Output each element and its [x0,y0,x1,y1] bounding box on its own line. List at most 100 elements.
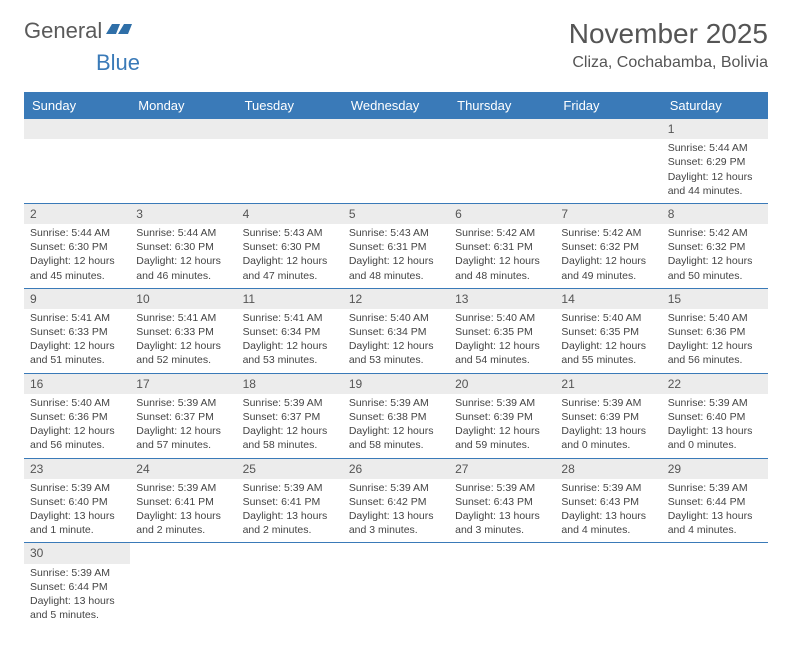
sunset-text: Sunset: 6:35 PM [561,325,655,339]
calendar-cell [555,119,661,203]
day-number-empty [130,119,236,139]
calendar-cell: 29Sunrise: 5:39 AMSunset: 6:44 PMDayligh… [662,458,768,543]
sunrise-text: Sunrise: 5:39 AM [455,396,549,410]
daylight-text: Daylight: 12 hours and 49 minutes. [561,254,655,282]
sunset-text: Sunset: 6:33 PM [30,325,124,339]
daylight-text: Daylight: 12 hours and 48 minutes. [455,254,549,282]
daylight-text: Daylight: 12 hours and 59 minutes. [455,424,549,452]
daylight-text: Daylight: 13 hours and 0 minutes. [668,424,762,452]
daylight-text: Daylight: 13 hours and 2 minutes. [243,509,337,537]
calendar-cell [662,543,768,627]
sunset-text: Sunset: 6:36 PM [30,410,124,424]
sunset-text: Sunset: 6:41 PM [243,495,337,509]
weekday-header: Tuesday [237,92,343,119]
day-number-empty [555,119,661,139]
calendar-cell [237,119,343,203]
day-number: 24 [130,459,236,479]
sunset-text: Sunset: 6:29 PM [668,155,762,169]
calendar-cell: 9Sunrise: 5:41 AMSunset: 6:33 PMDaylight… [24,288,130,373]
calendar-table: Sunday Monday Tuesday Wednesday Thursday… [24,92,768,627]
logo-text-1: General [24,18,102,44]
sunrise-text: Sunrise: 5:44 AM [30,226,124,240]
month-title: November 2025 [569,18,768,50]
day-number: 7 [555,204,661,224]
daylight-text: Daylight: 13 hours and 4 minutes. [668,509,762,537]
day-number: 16 [24,374,130,394]
sunset-text: Sunset: 6:43 PM [561,495,655,509]
calendar-cell: 8Sunrise: 5:42 AMSunset: 6:32 PMDaylight… [662,203,768,288]
sunrise-text: Sunrise: 5:44 AM [668,141,762,155]
sunrise-text: Sunrise: 5:41 AM [243,311,337,325]
sunrise-text: Sunrise: 5:40 AM [561,311,655,325]
calendar-cell [449,543,555,627]
daylight-text: Daylight: 12 hours and 48 minutes. [349,254,443,282]
calendar-cell: 26Sunrise: 5:39 AMSunset: 6:42 PMDayligh… [343,458,449,543]
day-number-empty [24,119,130,139]
calendar-cell: 21Sunrise: 5:39 AMSunset: 6:39 PMDayligh… [555,373,661,458]
day-number: 3 [130,204,236,224]
sunrise-text: Sunrise: 5:40 AM [30,396,124,410]
calendar-cell: 19Sunrise: 5:39 AMSunset: 6:38 PMDayligh… [343,373,449,458]
day-number: 27 [449,459,555,479]
daylight-text: Daylight: 12 hours and 57 minutes. [136,424,230,452]
calendar-cell: 4Sunrise: 5:43 AMSunset: 6:30 PMDaylight… [237,203,343,288]
sunset-text: Sunset: 6:44 PM [30,580,124,594]
sunset-text: Sunset: 6:30 PM [243,240,337,254]
page: General November 2025 Cliza, Cochabamba,… [0,0,792,645]
calendar-cell: 6Sunrise: 5:42 AMSunset: 6:31 PMDaylight… [449,203,555,288]
calendar-cell: 5Sunrise: 5:43 AMSunset: 6:31 PMDaylight… [343,203,449,288]
title-block: November 2025 Cliza, Cochabamba, Bolivia [569,18,768,72]
calendar-week-row: 1Sunrise: 5:44 AMSunset: 6:29 PMDaylight… [24,119,768,203]
weekday-header-row: Sunday Monday Tuesday Wednesday Thursday… [24,92,768,119]
day-number: 1 [662,119,768,139]
sunset-text: Sunset: 6:37 PM [243,410,337,424]
sunset-text: Sunset: 6:42 PM [349,495,443,509]
calendar-cell: 24Sunrise: 5:39 AMSunset: 6:41 PMDayligh… [130,458,236,543]
day-number: 26 [343,459,449,479]
calendar-cell: 3Sunrise: 5:44 AMSunset: 6:30 PMDaylight… [130,203,236,288]
day-number: 13 [449,289,555,309]
logo-flag-icon [106,20,132,43]
calendar-week-row: 9Sunrise: 5:41 AMSunset: 6:33 PMDaylight… [24,288,768,373]
calendar-cell: 28Sunrise: 5:39 AMSunset: 6:43 PMDayligh… [555,458,661,543]
sunset-text: Sunset: 6:31 PM [349,240,443,254]
calendar-body: 1Sunrise: 5:44 AMSunset: 6:29 PMDaylight… [24,119,768,627]
day-number: 18 [237,374,343,394]
calendar-cell: 22Sunrise: 5:39 AMSunset: 6:40 PMDayligh… [662,373,768,458]
daylight-text: Daylight: 12 hours and 53 minutes. [349,339,443,367]
calendar-cell: 12Sunrise: 5:40 AMSunset: 6:34 PMDayligh… [343,288,449,373]
location: Cliza, Cochabamba, Bolivia [569,54,768,72]
day-number: 20 [449,374,555,394]
daylight-text: Daylight: 12 hours and 54 minutes. [455,339,549,367]
sunset-text: Sunset: 6:44 PM [668,495,762,509]
calendar-cell [449,119,555,203]
sunset-text: Sunset: 6:30 PM [136,240,230,254]
daylight-text: Daylight: 13 hours and 4 minutes. [561,509,655,537]
day-number: 14 [555,289,661,309]
sunrise-text: Sunrise: 5:39 AM [455,481,549,495]
calendar-cell: 1Sunrise: 5:44 AMSunset: 6:29 PMDaylight… [662,119,768,203]
day-number: 30 [24,543,130,563]
calendar-cell: 2Sunrise: 5:44 AMSunset: 6:30 PMDaylight… [24,203,130,288]
calendar-cell [130,543,236,627]
sunset-text: Sunset: 6:38 PM [349,410,443,424]
sunset-text: Sunset: 6:30 PM [30,240,124,254]
day-number: 15 [662,289,768,309]
daylight-text: Daylight: 12 hours and 58 minutes. [349,424,443,452]
calendar-cell [130,119,236,203]
calendar-week-row: 2Sunrise: 5:44 AMSunset: 6:30 PMDaylight… [24,203,768,288]
day-number: 29 [662,459,768,479]
daylight-text: Daylight: 13 hours and 2 minutes. [136,509,230,537]
calendar-week-row: 16 Sunrise: 5:40 AMSunset: 6:36 PM Dayligh… [24,373,768,458]
day-number-empty [343,119,449,139]
sunset-text: Sunset: 6:34 PM [349,325,443,339]
sunrise-text: Sunrise: 5:41 AM [30,311,124,325]
daylight-text: Daylight: 13 hours and 1 minute. [30,509,124,537]
calendar-cell [343,119,449,203]
sunset-text: Sunset: 6:31 PM [455,240,549,254]
sunset-text: Sunset: 6:33 PM [136,325,230,339]
calendar-cell: 23Sunrise: 5:39 AMSunset: 6:40 PMDayligh… [24,458,130,543]
calendar-week-row: 23Sunrise: 5:39 AMSunset: 6:40 PMDayligh… [24,458,768,543]
weekday-header: Friday [555,92,661,119]
day-number: 9 [24,289,130,309]
